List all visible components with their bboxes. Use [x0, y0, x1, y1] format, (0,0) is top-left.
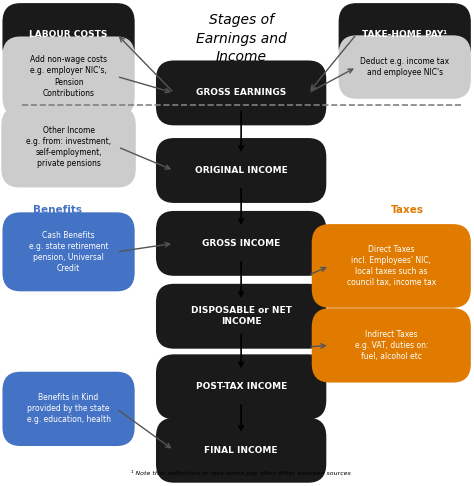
- FancyBboxPatch shape: [1, 106, 136, 188]
- Text: Stages of
Earnings and
Income: Stages of Earnings and Income: [196, 14, 286, 64]
- Text: POST-TAX INCOME: POST-TAX INCOME: [195, 382, 287, 391]
- Text: TAKE-HOME PAY¹: TAKE-HOME PAY¹: [362, 30, 447, 39]
- Text: Add non-wage costs
e.g. employer NIC's,
Pension
Contributions: Add non-wage costs e.g. employer NIC's, …: [30, 55, 107, 98]
- FancyBboxPatch shape: [2, 3, 135, 65]
- FancyBboxPatch shape: [156, 60, 326, 125]
- FancyBboxPatch shape: [312, 308, 471, 382]
- FancyBboxPatch shape: [338, 3, 471, 65]
- FancyBboxPatch shape: [312, 224, 471, 308]
- FancyBboxPatch shape: [2, 372, 135, 446]
- Text: Direct Taxes
incl. Employees' NIC,
local taxes such as
council tax, income tax: Direct Taxes incl. Employees' NIC, local…: [346, 245, 436, 287]
- Text: GROSS EARNINGS: GROSS EARNINGS: [196, 88, 286, 97]
- Text: Indirect Taxes
e.g. VAT, duties on:
fuel, alcohol etc: Indirect Taxes e.g. VAT, duties on: fuel…: [355, 330, 428, 361]
- Text: Taxes: Taxes: [391, 205, 423, 214]
- Text: DISPOSABLE or NET
INCOME: DISPOSABLE or NET INCOME: [191, 306, 292, 326]
- Text: Deduct e.g. income tax
and employee NIC's: Deduct e.g. income tax and employee NIC'…: [360, 57, 449, 77]
- Text: ¹ Note that definitions of take-home pay often differ between sources: ¹ Note that definitions of take-home pay…: [131, 470, 351, 476]
- Text: Other Income
e.g. from: investment,
self-employment,
private pensions: Other Income e.g. from: investment, self…: [26, 126, 111, 168]
- FancyBboxPatch shape: [2, 36, 135, 117]
- Text: ORIGINAL INCOME: ORIGINAL INCOME: [195, 166, 288, 175]
- FancyBboxPatch shape: [156, 418, 326, 483]
- FancyBboxPatch shape: [156, 211, 326, 276]
- Text: Cash Benefits
e.g. state retirement
pension, Universal
Credit: Cash Benefits e.g. state retirement pens…: [29, 231, 109, 273]
- FancyBboxPatch shape: [338, 35, 471, 99]
- Text: Benefits in Kind
provided by the state
e.g. education, health: Benefits in Kind provided by the state e…: [27, 393, 110, 424]
- Text: Benefits: Benefits: [33, 205, 82, 214]
- FancyBboxPatch shape: [156, 138, 326, 203]
- Text: LABOUR COSTS: LABOUR COSTS: [29, 30, 108, 39]
- FancyBboxPatch shape: [156, 354, 326, 419]
- Text: FINAL INCOME: FINAL INCOME: [204, 446, 278, 455]
- Text: GROSS INCOME: GROSS INCOME: [202, 239, 280, 248]
- FancyBboxPatch shape: [156, 284, 326, 348]
- FancyBboxPatch shape: [2, 212, 135, 291]
